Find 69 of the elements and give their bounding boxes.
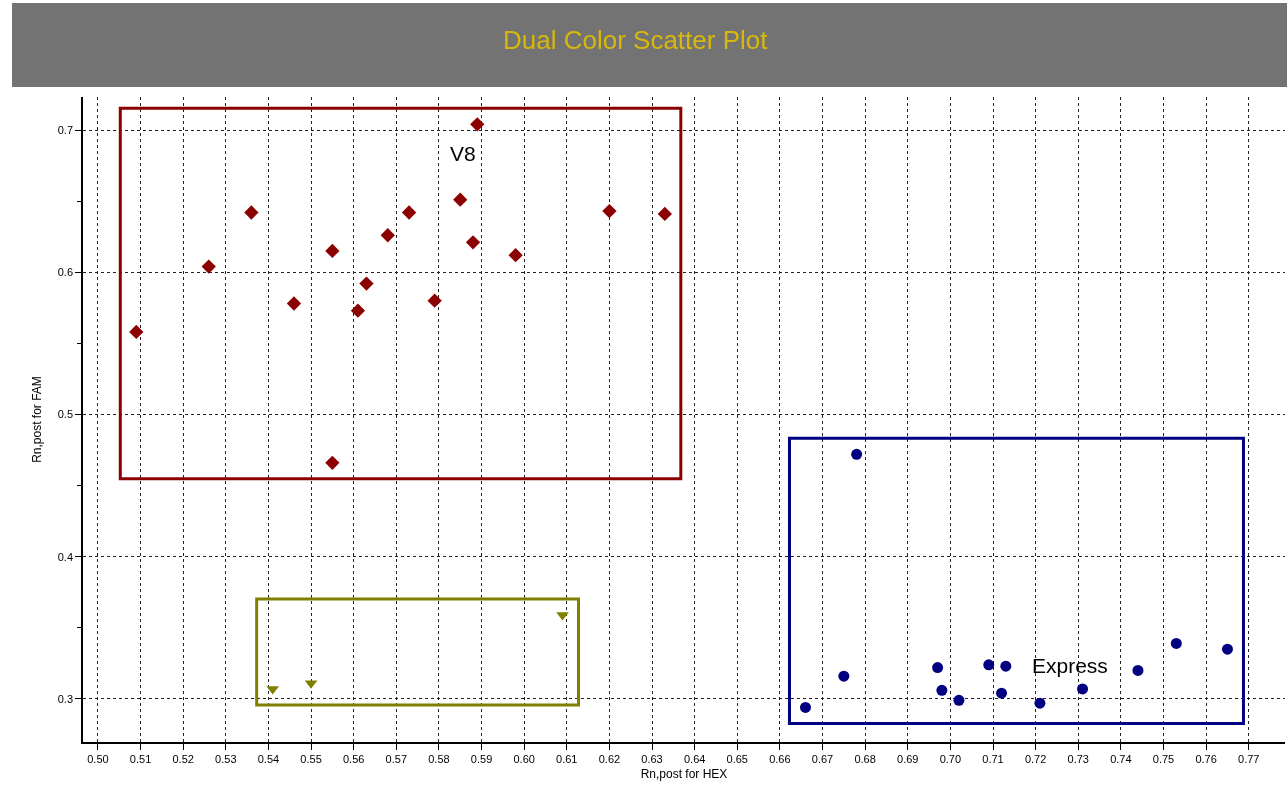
- y-axis-title: Rn,post for FAM: [29, 376, 44, 463]
- x-tick-label: 0.64: [683, 752, 706, 765]
- point: [470, 117, 485, 132]
- point: [996, 687, 1008, 699]
- x-tick-label: 0.68: [854, 752, 876, 765]
- point: [350, 303, 366, 318]
- chart-title: Dual Color Scatter Plot: [503, 25, 769, 55]
- point: [508, 248, 523, 263]
- point: [1000, 660, 1012, 672]
- point: [1034, 697, 1046, 709]
- x-tick-label: 0.72: [1024, 752, 1047, 765]
- point: [932, 662, 944, 674]
- x-tick-label: 0.65: [726, 752, 748, 765]
- x-tick-label: 0.58: [428, 752, 450, 765]
- point: [129, 324, 144, 340]
- point: [286, 296, 302, 311]
- point: [983, 659, 995, 671]
- point: [799, 701, 811, 713]
- x-tick-label: 0.53: [215, 752, 237, 765]
- x-tick-label: 0.66: [769, 752, 791, 765]
- y-tick-label: 0.7: [57, 123, 74, 136]
- point: [1170, 637, 1182, 649]
- point: [325, 243, 340, 259]
- point: [936, 684, 948, 696]
- annotation: Express: [1032, 654, 1108, 677]
- y-tick-label: 0.6: [57, 266, 74, 279]
- point: [838, 670, 850, 682]
- annotation: V8: [450, 142, 476, 165]
- point: [201, 259, 216, 274]
- x-tick-label: 0.60: [513, 752, 535, 765]
- x-tick-label: 0.69: [897, 752, 919, 765]
- y-tick-label: 0.3: [57, 692, 74, 705]
- x-tick-label: 0.52: [172, 752, 194, 765]
- x-tick-label: 0.75: [1152, 752, 1175, 765]
- x-tick-label: 0.57: [385, 752, 407, 765]
- x-tick-label: 0.70: [939, 752, 962, 765]
- y-tick-label: 0.4: [57, 550, 74, 563]
- x-tick-label: 0.61: [556, 752, 578, 765]
- point: [325, 455, 340, 470]
- point: [657, 206, 672, 222]
- x-tick-label: 0.63: [641, 752, 663, 765]
- point: [453, 192, 468, 207]
- x-tick-label: 0.56: [342, 752, 365, 765]
- point: [401, 205, 417, 220]
- point: [1132, 664, 1144, 676]
- x-axis-title: Rn,post for HEX: [640, 767, 728, 782]
- x-tick-label: 0.55: [300, 752, 322, 765]
- point: [602, 203, 617, 219]
- x-tick-label: 0.74: [1110, 752, 1132, 765]
- y-tick-label: 0.5: [57, 408, 74, 421]
- x-tick-label: 0.54: [257, 752, 280, 765]
- point: [359, 276, 374, 291]
- x-tick-label: 0.71: [982, 752, 1004, 765]
- x-tick-label: 0.77: [1238, 752, 1260, 765]
- point: [465, 235, 481, 250]
- x-tick-label: 0.73: [1067, 752, 1089, 765]
- x-tick-label: 0.62: [598, 752, 621, 765]
- x-tick-label: 0.50: [87, 752, 109, 765]
- point: [1221, 643, 1233, 655]
- point: [851, 448, 863, 460]
- point: [244, 205, 259, 220]
- point: [427, 293, 442, 308]
- point: [1077, 683, 1089, 695]
- x-tick-label: 0.67: [811, 752, 834, 765]
- point: [380, 228, 395, 243]
- x-tick-label: 0.76: [1195, 752, 1217, 765]
- x-tick-label: 0.59: [470, 752, 493, 765]
- x-tick-label: 0.51: [129, 752, 152, 765]
- point: [953, 694, 965, 706]
